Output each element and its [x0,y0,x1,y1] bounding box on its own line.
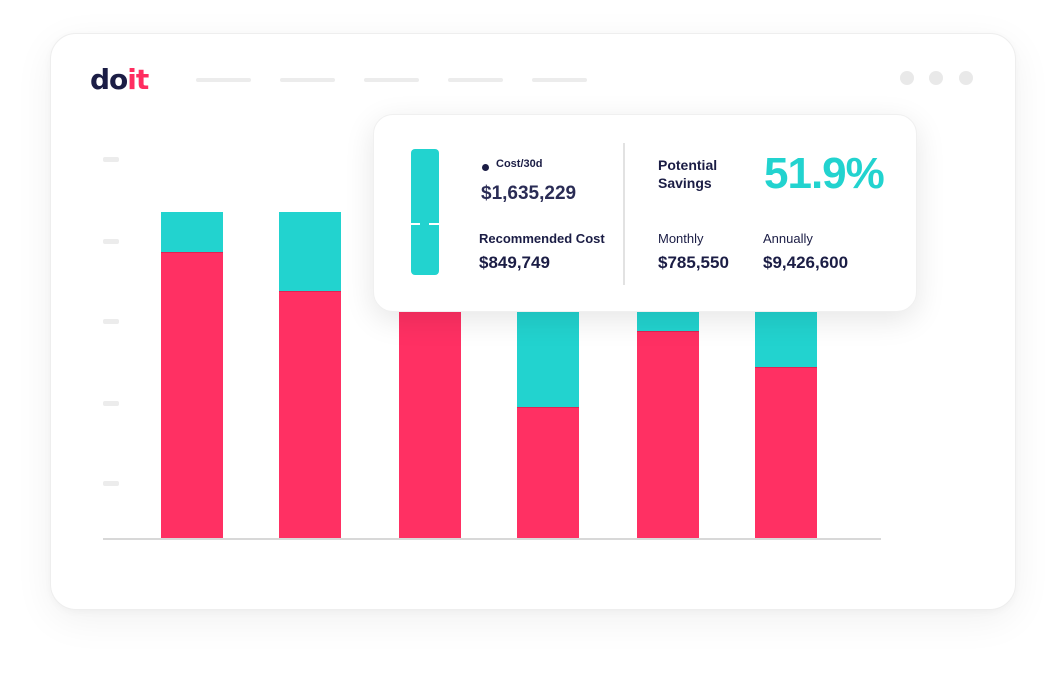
monthly-value: $785,550 [658,253,729,272]
nav-placeholder-4[interactable] [448,78,503,82]
nav-placeholder-2[interactable] [280,78,335,82]
y-tick [103,157,119,162]
cost-legend-label: Cost/30d [496,158,543,170]
window-dot-1[interactable] [900,71,914,85]
bar-segment-cost[interactable] [399,283,461,538]
chart-bar[interactable] [755,267,817,538]
potential-savings-label-line1: Potential [658,157,718,173]
monthly-label: Monthly [658,231,704,246]
y-tick [103,401,119,406]
x-axis-baseline [103,538,881,540]
legend-dot-icon [482,164,489,171]
chart-bar[interactable] [161,211,223,538]
mini-bar-dash [429,223,439,225]
window-dot-2[interactable] [929,71,943,85]
annually-label: Annually [763,231,813,246]
y-tick [103,239,119,244]
annually-value: $9,426,600 [763,253,849,272]
card-divider [623,143,625,285]
recommended-cost-label: Recommended Cost [479,231,605,246]
y-tick [103,319,119,324]
doit-logo[interactable]: doit [90,63,149,96]
bar-segment-cost[interactable] [637,331,699,538]
bar-segment-cost[interactable] [755,366,817,538]
bar-segment-potential-savings[interactable] [279,211,341,292]
bar-segment-cost[interactable] [161,251,223,538]
nav-placeholder-5[interactable] [532,78,587,82]
savings-tooltip-card: Cost/30d $1,635,229 Recommended Cost $84… [373,114,917,312]
window-dot-3[interactable] [959,71,973,85]
cost-value: $1,635,229 [481,183,577,204]
bar-segment-cost[interactable] [517,406,579,538]
mini-bar-icon [411,149,439,275]
recommended-cost-value: $849,749 [479,253,550,272]
nav-placeholder-3[interactable] [364,78,419,82]
bar-segment-potential-savings[interactable] [161,211,223,252]
bar-segment-cost[interactable] [279,291,341,538]
savings-percent: 51.9% [764,149,885,198]
mini-bar-dash [411,223,420,225]
potential-savings-label-line2: Savings [658,175,712,191]
y-tick [103,481,119,486]
chart-bar[interactable] [279,211,341,538]
nav-placeholder-1[interactable] [196,78,251,82]
